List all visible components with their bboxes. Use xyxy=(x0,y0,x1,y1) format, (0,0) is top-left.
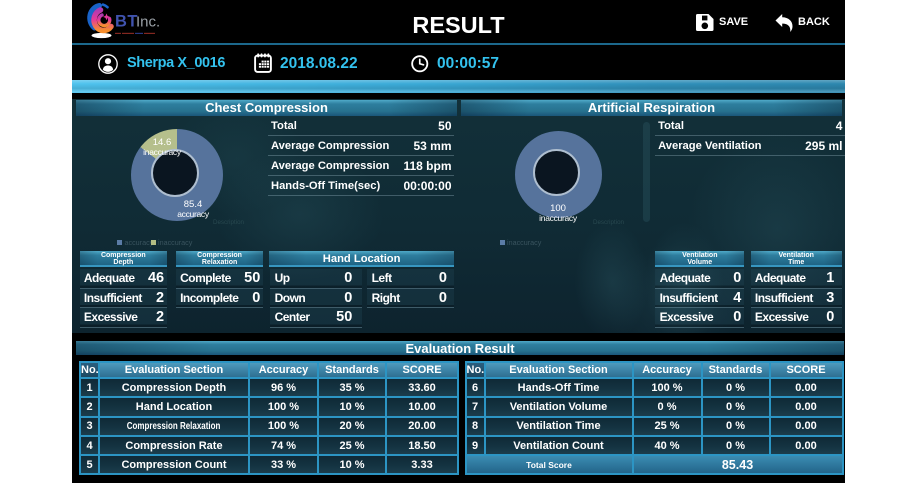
svg-text:BT: BT xyxy=(115,13,138,31)
svg-text:Inc.: Inc. xyxy=(136,14,160,31)
